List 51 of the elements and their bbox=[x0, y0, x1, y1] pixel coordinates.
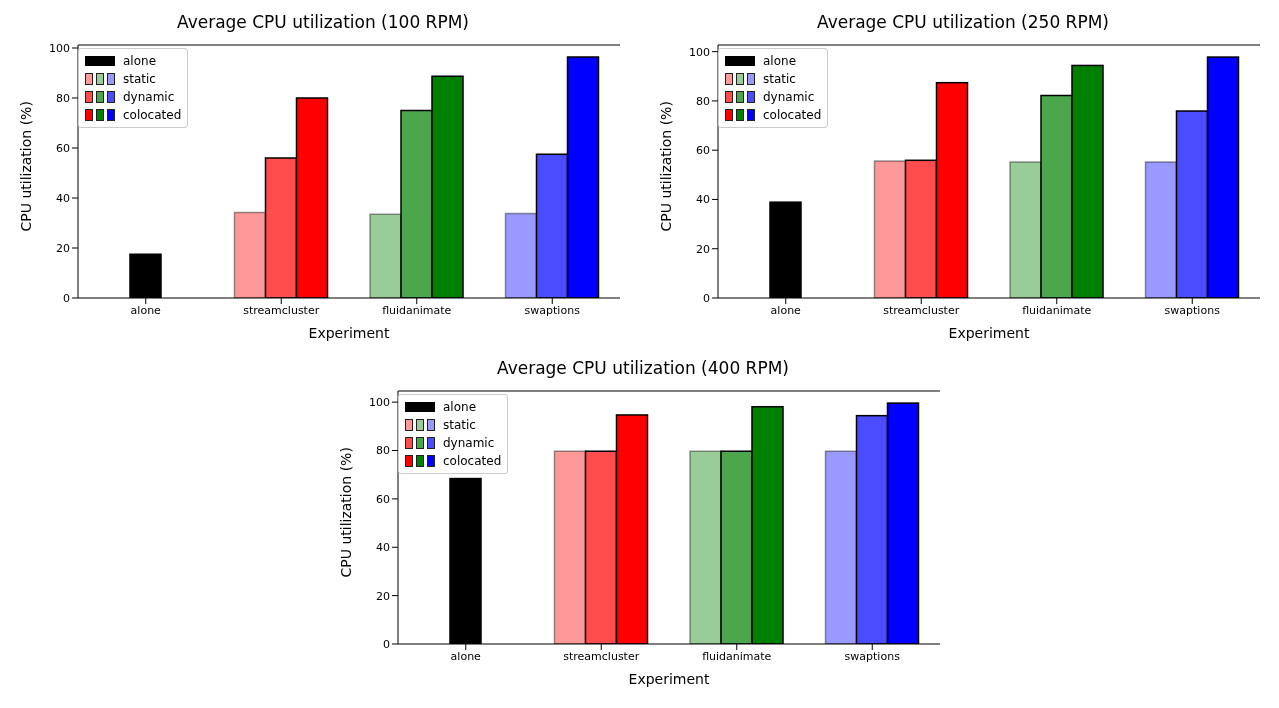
x-tick-label: swaptions bbox=[844, 649, 901, 663]
x-tick-label: streamcluster bbox=[243, 303, 320, 317]
y-tick-label: 0 bbox=[703, 291, 710, 305]
y-tick-label: 20 bbox=[696, 242, 710, 256]
x-tick-label: fluidanimate bbox=[382, 303, 452, 317]
legend-label: colocated bbox=[123, 108, 182, 122]
y-tick-label: 0 bbox=[383, 637, 390, 651]
y-tick-label: 60 bbox=[56, 141, 70, 155]
y-axis-title: CPU utilization (%) bbox=[17, 101, 34, 232]
legend-label: dynamic bbox=[763, 90, 815, 104]
x-axis-title: Experiment bbox=[948, 325, 1030, 341]
y-tick-label: 60 bbox=[696, 144, 710, 158]
y-tick-label: 20 bbox=[56, 241, 70, 255]
x-tick-label: alone bbox=[770, 303, 802, 317]
x-tick-label: fluidanimate bbox=[702, 649, 772, 663]
x-tick-label: streamcluster bbox=[563, 649, 640, 663]
legend-label: colocated bbox=[763, 108, 822, 122]
y-tick-label: 80 bbox=[376, 444, 390, 458]
chart-title: Average CPU utilization (400 RPM) bbox=[496, 357, 790, 380]
y-axis-title: CPU utilization (%) bbox=[657, 101, 674, 232]
x-tick-label: swaptions bbox=[1164, 303, 1221, 317]
x-axis-title: Experiment bbox=[628, 671, 710, 687]
x-tick-label: alone bbox=[130, 303, 162, 317]
legend-label: static bbox=[763, 72, 796, 86]
y-tick-label: 20 bbox=[376, 589, 390, 603]
x-tick-label: streamcluster bbox=[883, 303, 960, 317]
legend-label: dynamic bbox=[443, 436, 495, 450]
x-tick-label: fluidanimate bbox=[1022, 303, 1092, 317]
legend-label: dynamic bbox=[123, 90, 175, 104]
y-tick-label: 40 bbox=[696, 193, 710, 207]
y-tick-label: 0 bbox=[63, 291, 70, 305]
y-tick-label: 60 bbox=[376, 492, 390, 506]
legend-label: colocated bbox=[443, 454, 502, 468]
x-tick-label: swaptions bbox=[524, 303, 581, 317]
legend-label: static bbox=[443, 418, 476, 432]
legend-label: static bbox=[123, 72, 156, 86]
y-tick-label: 40 bbox=[376, 541, 390, 555]
legend-label: alone bbox=[443, 400, 477, 414]
x-tick-label: alone bbox=[450, 649, 482, 663]
y-axis-title: CPU utilization (%) bbox=[337, 447, 354, 578]
x-axis-title: Experiment bbox=[308, 325, 390, 341]
chart-title: Average CPU utilization (250 RPM) bbox=[816, 11, 1110, 34]
y-tick-label: 80 bbox=[56, 91, 70, 105]
legend-label: alone bbox=[123, 54, 157, 68]
y-tick-label: 100 bbox=[49, 41, 70, 55]
y-tick-label: 100 bbox=[369, 396, 390, 410]
chart-title: Average CPU utilization (100 RPM) bbox=[176, 11, 470, 34]
y-tick-label: 100 bbox=[689, 45, 710, 59]
y-tick-label: 80 bbox=[696, 94, 710, 108]
legend-label: alone bbox=[763, 54, 797, 68]
y-tick-label: 40 bbox=[56, 191, 70, 205]
